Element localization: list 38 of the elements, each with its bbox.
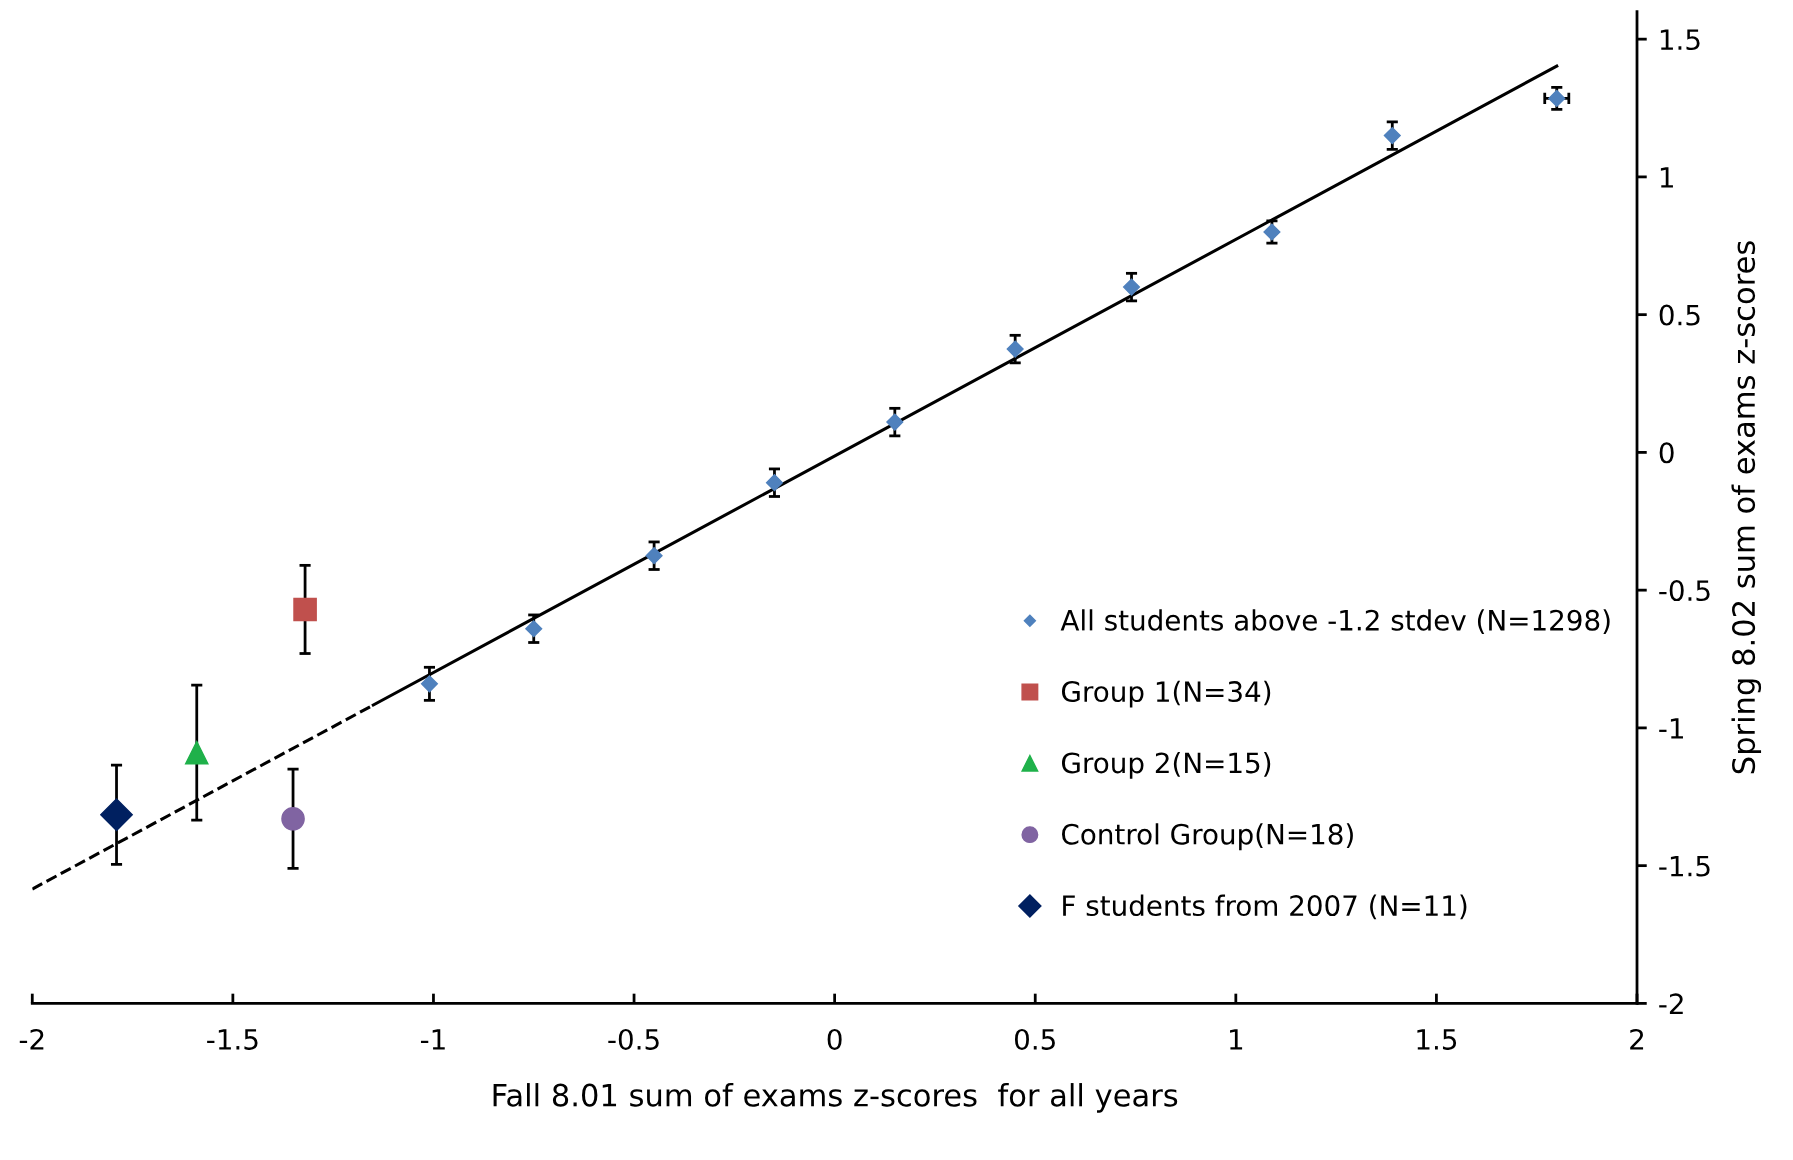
point — [100, 798, 133, 832]
x-tick-label: -1.5 — [207, 1029, 258, 1050]
point — [293, 597, 317, 622]
y-tick-label: -1.5 — [1659, 855, 1710, 877]
legend-label: Control Group(N=18) — [1062, 823, 1353, 851]
x-tick-label: 0 — [827, 1028, 842, 1050]
x-tick-label: 1 — [1230, 1029, 1243, 1050]
x-tick-label: 1.5 — [1417, 1029, 1457, 1050]
y-tick-label: -1 — [1659, 718, 1683, 739]
x-tick-label: 2 — [1630, 1028, 1644, 1050]
y-tick-label: 1.5 — [1660, 29, 1700, 51]
point — [281, 807, 305, 831]
y-tick-label: -0.5 — [1659, 580, 1710, 602]
legend-label: F students from 2007 (N=11) — [1063, 894, 1467, 920]
point — [765, 474, 784, 492]
legend-label: All students above -1.2 stdev (N=1298) — [1060, 609, 1610, 635]
point — [525, 620, 543, 638]
point — [184, 740, 209, 765]
y-tick-label: 0 — [1659, 442, 1674, 464]
x-axis-title: Fall 8.01 sum of exams z-scores for all years — [493, 1083, 1178, 1113]
y-axis-title: Spring 8.02 sum of exams z-scores — [1731, 241, 1762, 774]
y-tick-label: -2 — [1659, 993, 1683, 1014]
point — [1006, 340, 1024, 358]
legend-label: Group 1(N=34) — [1062, 680, 1271, 708]
point — [645, 547, 663, 565]
point — [1383, 127, 1401, 145]
y-tick-label: 1 — [1660, 167, 1673, 188]
y-tick-label: 0.5 — [1659, 304, 1700, 326]
point — [420, 675, 438, 693]
point — [1548, 89, 1566, 107]
point — [1122, 278, 1141, 296]
x-tick-label: -2 — [19, 1028, 44, 1050]
legend-label: Group 2(N=15) — [1062, 751, 1271, 779]
x-tick-label: -1 — [420, 1029, 445, 1050]
point — [1263, 223, 1281, 241]
x-tick-label: -0.5 — [608, 1028, 659, 1050]
point — [886, 413, 904, 431]
x-tick-label: 0.5 — [1014, 1028, 1055, 1050]
